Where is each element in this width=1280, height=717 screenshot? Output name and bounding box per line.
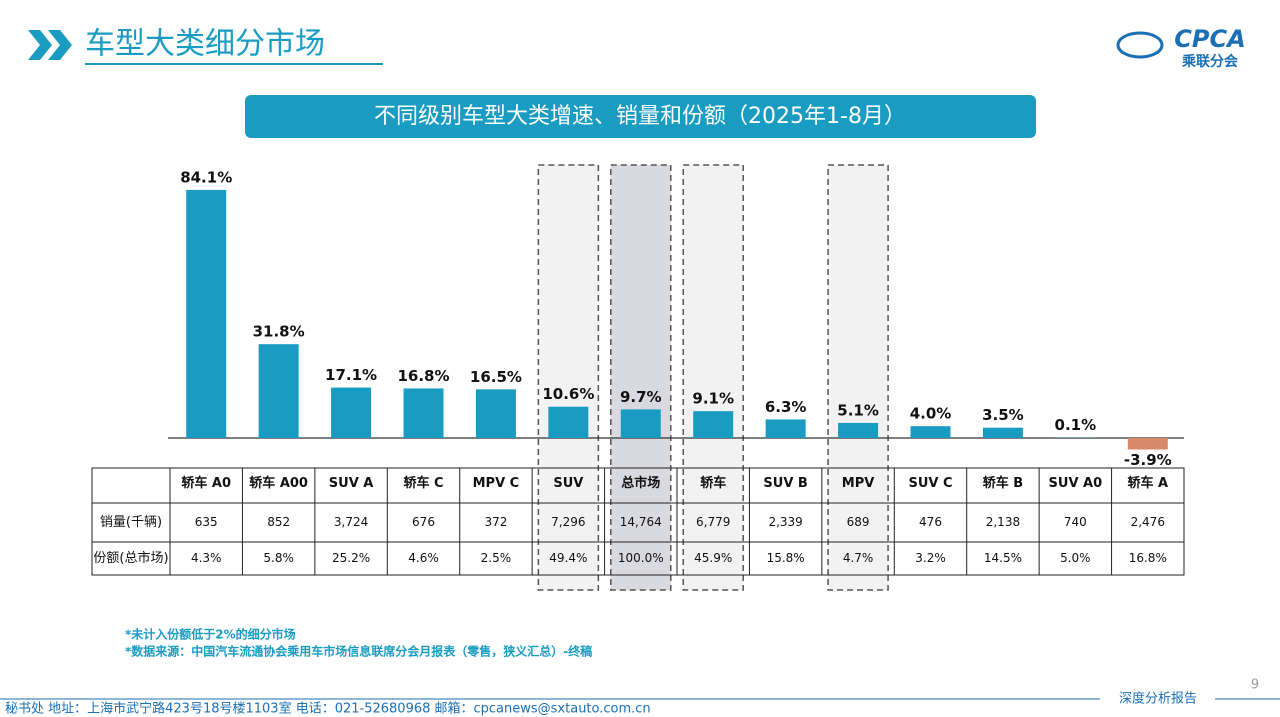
table-border (91, 467, 1185, 576)
table-cell: 740 (1064, 515, 1087, 529)
bar (258, 344, 299, 438)
column-header: 轿车 C (403, 475, 443, 491)
chart-title-banner (245, 95, 1036, 138)
highlight-box (827, 164, 889, 591)
bar (765, 419, 806, 438)
bar (475, 389, 516, 438)
table-cell: 3.2% (915, 551, 946, 565)
column-header: SUV (553, 476, 583, 491)
table-cell: 5.0% (1060, 551, 1091, 565)
bar (186, 189, 227, 438)
bar (982, 427, 1023, 438)
value-label: 0.1% (1055, 416, 1097, 434)
bar (910, 426, 951, 438)
page-number: 9 (1251, 678, 1259, 693)
value-label: 16.8% (397, 367, 449, 385)
table-cell: 2.5% (481, 551, 512, 565)
chart-title: 不同级别车型大类增速、销量和份额（2025年1-8月） (374, 104, 906, 129)
row-label: 份额(总市场) (93, 550, 168, 566)
logo-subtitle: 乘联分会 (1181, 53, 1239, 70)
value-label: 10.6% (542, 385, 594, 403)
table-cell: 6,779 (696, 515, 730, 529)
value-label: 6.3% (765, 398, 807, 416)
table-cell: 676 (412, 515, 435, 529)
chevron-icon (48, 30, 72, 60)
column-header: SUV B (763, 476, 807, 491)
footer-tagline: 深度分析报告 (1119, 691, 1197, 707)
table-cell: 14,764 (620, 515, 662, 529)
bar (693, 411, 734, 438)
table-cell: 476 (919, 515, 942, 529)
table-cell: 852 (267, 515, 290, 529)
table-cell: 100.0% (618, 551, 664, 565)
table-cell: 3,724 (334, 515, 368, 529)
footer-address: 秘书处 地址：上海市武宁路423号18号楼1103室 电话：021-526809… (5, 701, 651, 717)
table-cell: 25.2% (332, 551, 370, 565)
table-cell: 2,138 (986, 515, 1020, 529)
logo-mark (1116, 31, 1164, 59)
table-cell: 5.8% (263, 551, 294, 565)
bar (620, 409, 661, 438)
bar (838, 422, 879, 438)
value-label: 16.5% (470, 368, 522, 386)
value-label: 9.1% (692, 390, 734, 408)
value-label: 31.8% (253, 323, 305, 341)
column-header: 轿车 A0 (181, 475, 231, 491)
column-header: 轿车 A (1127, 475, 1168, 491)
note: *数据来源：中国汽车流通协会乘用车市场信息联席分会月报表（零售，狭义汇总）-终稿 (125, 644, 592, 659)
bar (548, 406, 589, 438)
table-cell: 689 (847, 515, 870, 529)
value-label: 4.0% (910, 405, 952, 423)
table-cell: 7,296 (551, 515, 585, 529)
table-cell: 4.6% (408, 551, 439, 565)
value-label: 9.7% (620, 388, 662, 406)
column-header: 轿车 (700, 475, 726, 491)
table-cell: 372 (484, 515, 507, 529)
bar (1127, 438, 1168, 450)
value-label: 3.5% (982, 406, 1024, 424)
table-cell: 14.5% (984, 551, 1022, 565)
table-cell: 2,339 (768, 515, 802, 529)
table-cell: 635 (195, 515, 218, 529)
value-label: 84.1% (180, 168, 232, 186)
column-header: MPV (842, 476, 875, 491)
column-header: SUV A (329, 476, 374, 491)
column-header: SUV A0 (1049, 476, 1103, 491)
table-cell: 15.8% (767, 551, 805, 565)
row-label: 销量(千辆) (100, 515, 162, 530)
logo-text: CPCA (1174, 25, 1245, 53)
column-header: 轿车 A00 (249, 475, 308, 491)
value-label: 5.1% (837, 401, 879, 419)
table-cell: 49.4% (549, 551, 587, 565)
chevron-icon (28, 30, 52, 60)
column-header: MPV C (473, 476, 520, 491)
column-header: 总市场 (621, 475, 660, 491)
table-cell: 45.9% (694, 551, 732, 565)
table-cell: 4.7% (843, 551, 874, 565)
chart: 84.1% 31.8% 17.1% 16.8% 16.5% 10.6% 9.7% 9.1% 6.… (91, 164, 1185, 591)
value-label: -3.9% (1124, 451, 1172, 469)
highlight-box (610, 164, 672, 591)
value-label: 17.1% (325, 366, 377, 384)
bar (331, 387, 372, 438)
bar (403, 388, 444, 438)
note: *未计入份额低于2%的细分市场 (125, 627, 296, 642)
highlight-box (682, 164, 744, 591)
column-header: SUV C (908, 476, 952, 491)
highlight-box (537, 164, 600, 591)
table-cell: 4.3% (191, 551, 222, 565)
table-cell: 16.8% (1129, 551, 1167, 565)
page-title: 车型大类细分市场 (85, 27, 325, 62)
column-header: 轿车 B (983, 475, 1023, 491)
table-cell: 2,476 (1131, 515, 1165, 529)
